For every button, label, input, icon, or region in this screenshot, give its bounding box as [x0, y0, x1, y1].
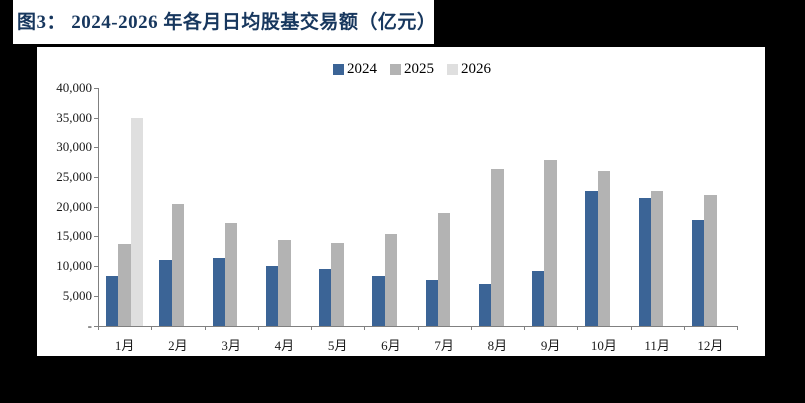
- bar-2025-4月: [278, 240, 291, 326]
- x-axis-category-label: 9月: [540, 337, 561, 353]
- y-axis-tick-label: 10,000: [56, 258, 92, 274]
- y-axis-tick-label: 30,000: [56, 139, 92, 155]
- y-axis-tick: [94, 236, 98, 238]
- x-axis-category-label: 2月: [168, 337, 188, 353]
- bar-2024-9月: [532, 270, 545, 326]
- bar-2025-7月: [437, 213, 451, 326]
- x-axis-tick: [204, 325, 206, 330]
- figure-title-strip: 图3： 2024-2026 年各月日均股基交易额（亿元）: [13, 0, 437, 44]
- x-axis-tick: [577, 325, 579, 330]
- x-axis-category-label: 5月: [327, 337, 348, 353]
- x-axis-tick: [737, 325, 738, 330]
- chart-panel: 2024 2025 2026 40,000 35,000 30,000 25,000 20,…: [37, 47, 765, 356]
- x-axis-tick: [311, 325, 312, 330]
- y-axis-tick-label: 5,000: [62, 287, 92, 303]
- legend-item-2024: 2024: [333, 61, 377, 78]
- bar-chart-plot: 40,000 35,000 30,000 25,000 20,000 15,000 10,0…: [37, 47, 765, 356]
- y-axis-tick-label: 40,000: [56, 80, 92, 95]
- y-axis-tick-label: 35,000: [56, 109, 92, 125]
- x-axis-tick: [417, 325, 419, 330]
- legend-label: 2024: [347, 61, 377, 77]
- x-axis-tick: [524, 325, 525, 330]
- x-axis-tick: [257, 325, 259, 330]
- chart-legend: 2024 2025 2026: [333, 61, 491, 78]
- x-axis-category-label: 12月: [697, 337, 724, 353]
- legend-label: 2025: [404, 61, 434, 77]
- x-axis-tick: [630, 325, 632, 330]
- figure-title: 图3： 2024-2026 年各月日均股基交易额（亿元）: [17, 12, 437, 33]
- y-axis-tick: [94, 295, 98, 297]
- legend-swatch-icon: [447, 64, 458, 75]
- x-axis-category-label: 11月: [644, 337, 670, 353]
- bar-2025-2月: [171, 203, 185, 326]
- x-axis-category-label: 10月: [590, 337, 617, 353]
- x-axis-category-label: 1月: [114, 337, 135, 353]
- y-axis-tick-label: -: [87, 317, 92, 333]
- bar-2024-6月: [372, 276, 385, 326]
- bar-2025-8月: [491, 169, 504, 326]
- y-axis-tick: [94, 266, 98, 268]
- x-axis-tick: [683, 325, 685, 330]
- bar-2024-12月: [691, 219, 705, 326]
- x-axis-tick: [364, 325, 366, 330]
- bar-2024-7月: [425, 279, 438, 326]
- x-axis-tick: [98, 325, 99, 330]
- bar-2025-11月: [650, 191, 664, 326]
- x-axis-category-label: 3月: [221, 337, 241, 353]
- bar-2025-1月: [118, 244, 131, 326]
- y-axis-tick: [94, 147, 98, 149]
- legend-item-2026: 2026: [447, 61, 491, 78]
- y-axis-line: [98, 88, 99, 327]
- bar-2024-2月: [159, 260, 172, 326]
- legend-item-2025: 2025: [390, 61, 434, 78]
- legend-swatch-icon: [333, 64, 344, 75]
- bar-2025-12月: [704, 194, 717, 326]
- legend-swatch-icon: [390, 64, 401, 75]
- bar-2024-4月: [265, 265, 279, 326]
- y-axis-tick: [94, 206, 98, 208]
- bar-2026-1月: [130, 118, 144, 326]
- x-axis-tick: [151, 325, 153, 330]
- y-axis-tick: [94, 117, 98, 119]
- bar-2024-5月: [319, 269, 332, 326]
- legend-label: 2026: [461, 61, 491, 77]
- bar-2025-3月: [224, 223, 238, 326]
- bar-2024-10月: [585, 191, 598, 326]
- bar-2024-3月: [212, 258, 225, 326]
- bar-2025-5月: [331, 242, 344, 326]
- bar-2025-6月: [384, 234, 398, 326]
- bar-2024-8月: [478, 283, 492, 326]
- x-axis-category-label: 7月: [434, 337, 454, 353]
- y-axis-tick: [94, 177, 98, 179]
- y-axis-tick-label: 20,000: [56, 198, 92, 214]
- x-axis-tick: [470, 325, 472, 330]
- x-axis-category-label: 8月: [487, 337, 508, 353]
- y-axis-tick-label: 15,000: [56, 228, 92, 244]
- y-axis-tick: [94, 325, 98, 327]
- y-axis-tick-label: 25,000: [56, 169, 92, 185]
- x-axis-category-label: 6月: [381, 337, 401, 353]
- bar-2024-1月: [106, 275, 119, 326]
- bar-2025-10月: [597, 171, 611, 326]
- bar-2024-11月: [638, 197, 651, 326]
- bar-2025-9月: [544, 160, 557, 326]
- x-axis-category-label: 4月: [274, 337, 295, 353]
- y-axis-tick: [94, 88, 98, 89]
